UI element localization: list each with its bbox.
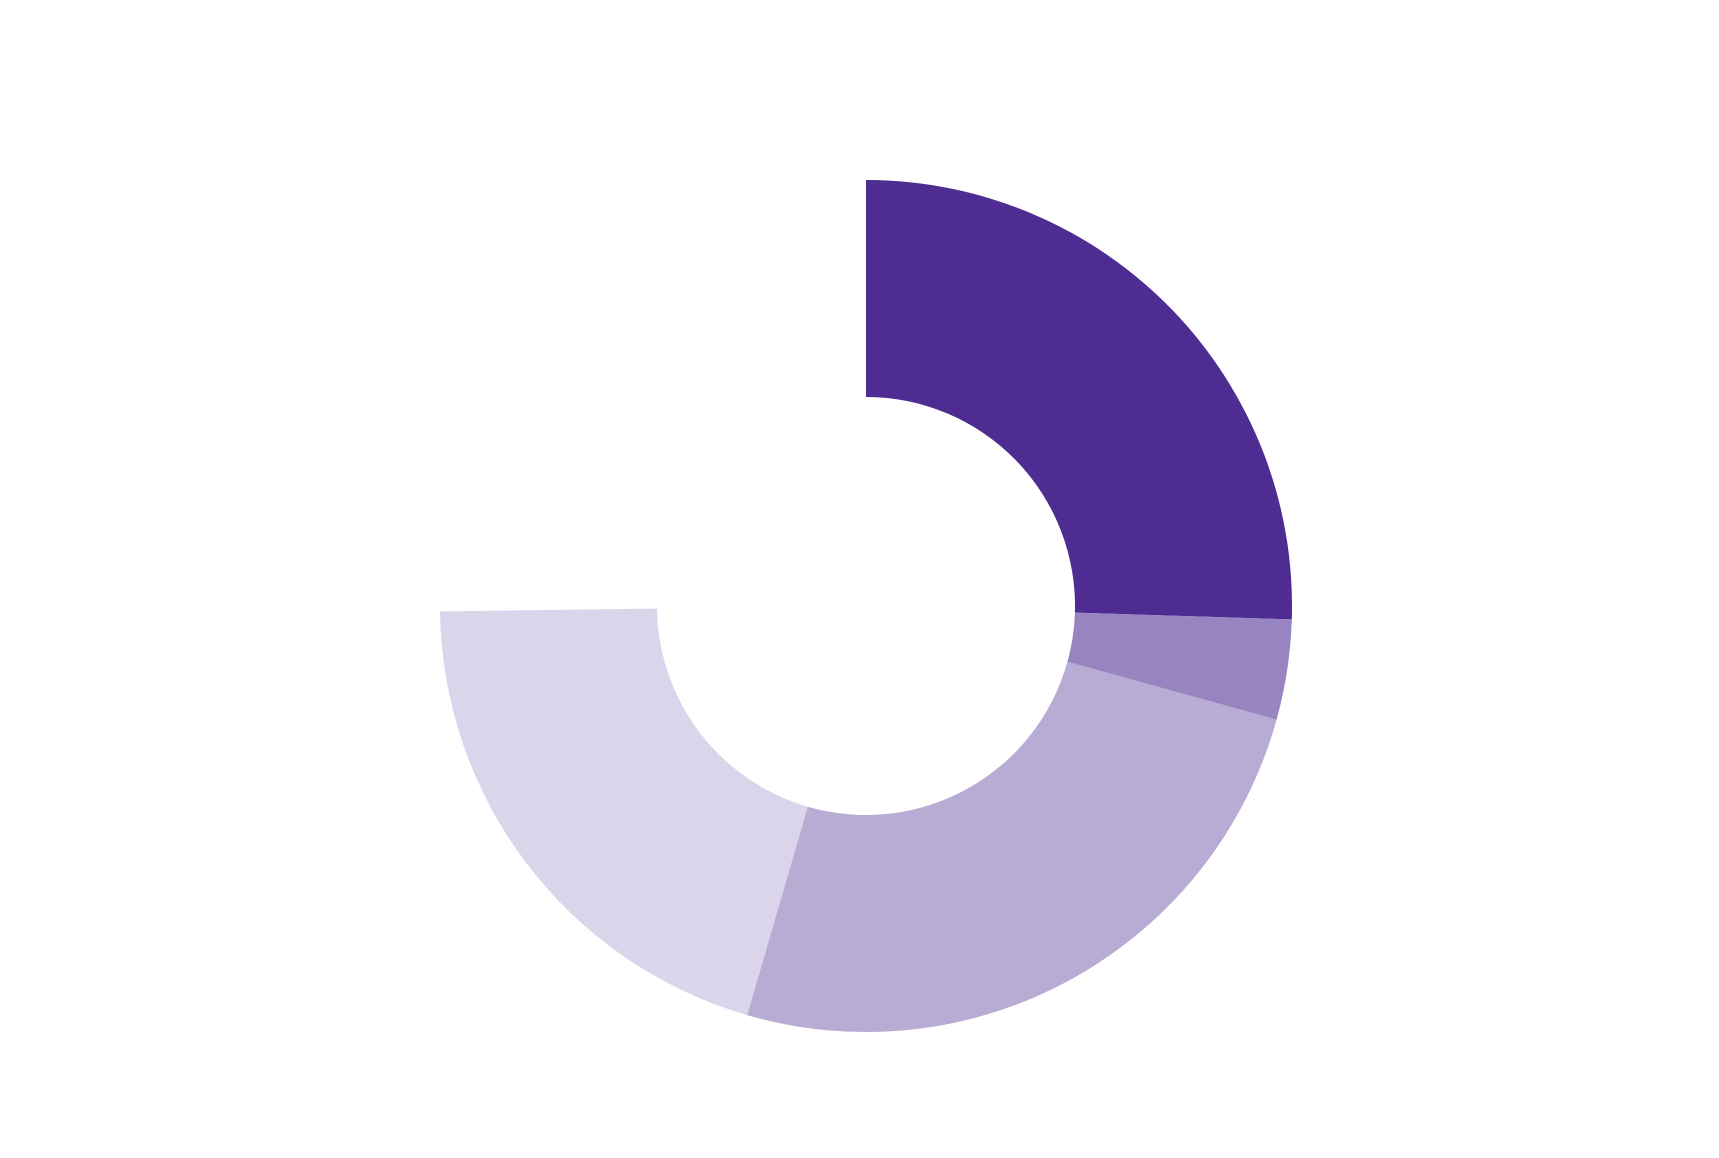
donut-slice — [747, 661, 1277, 1032]
donut-slice — [1067, 612, 1292, 720]
donut-slice — [440, 608, 808, 1016]
donut-slice — [866, 180, 1292, 620]
